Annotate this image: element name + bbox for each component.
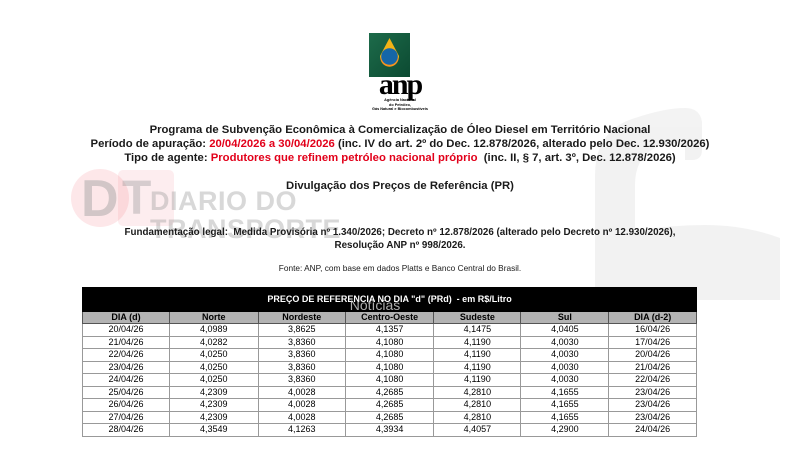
svg-text:D: D [81, 170, 119, 228]
